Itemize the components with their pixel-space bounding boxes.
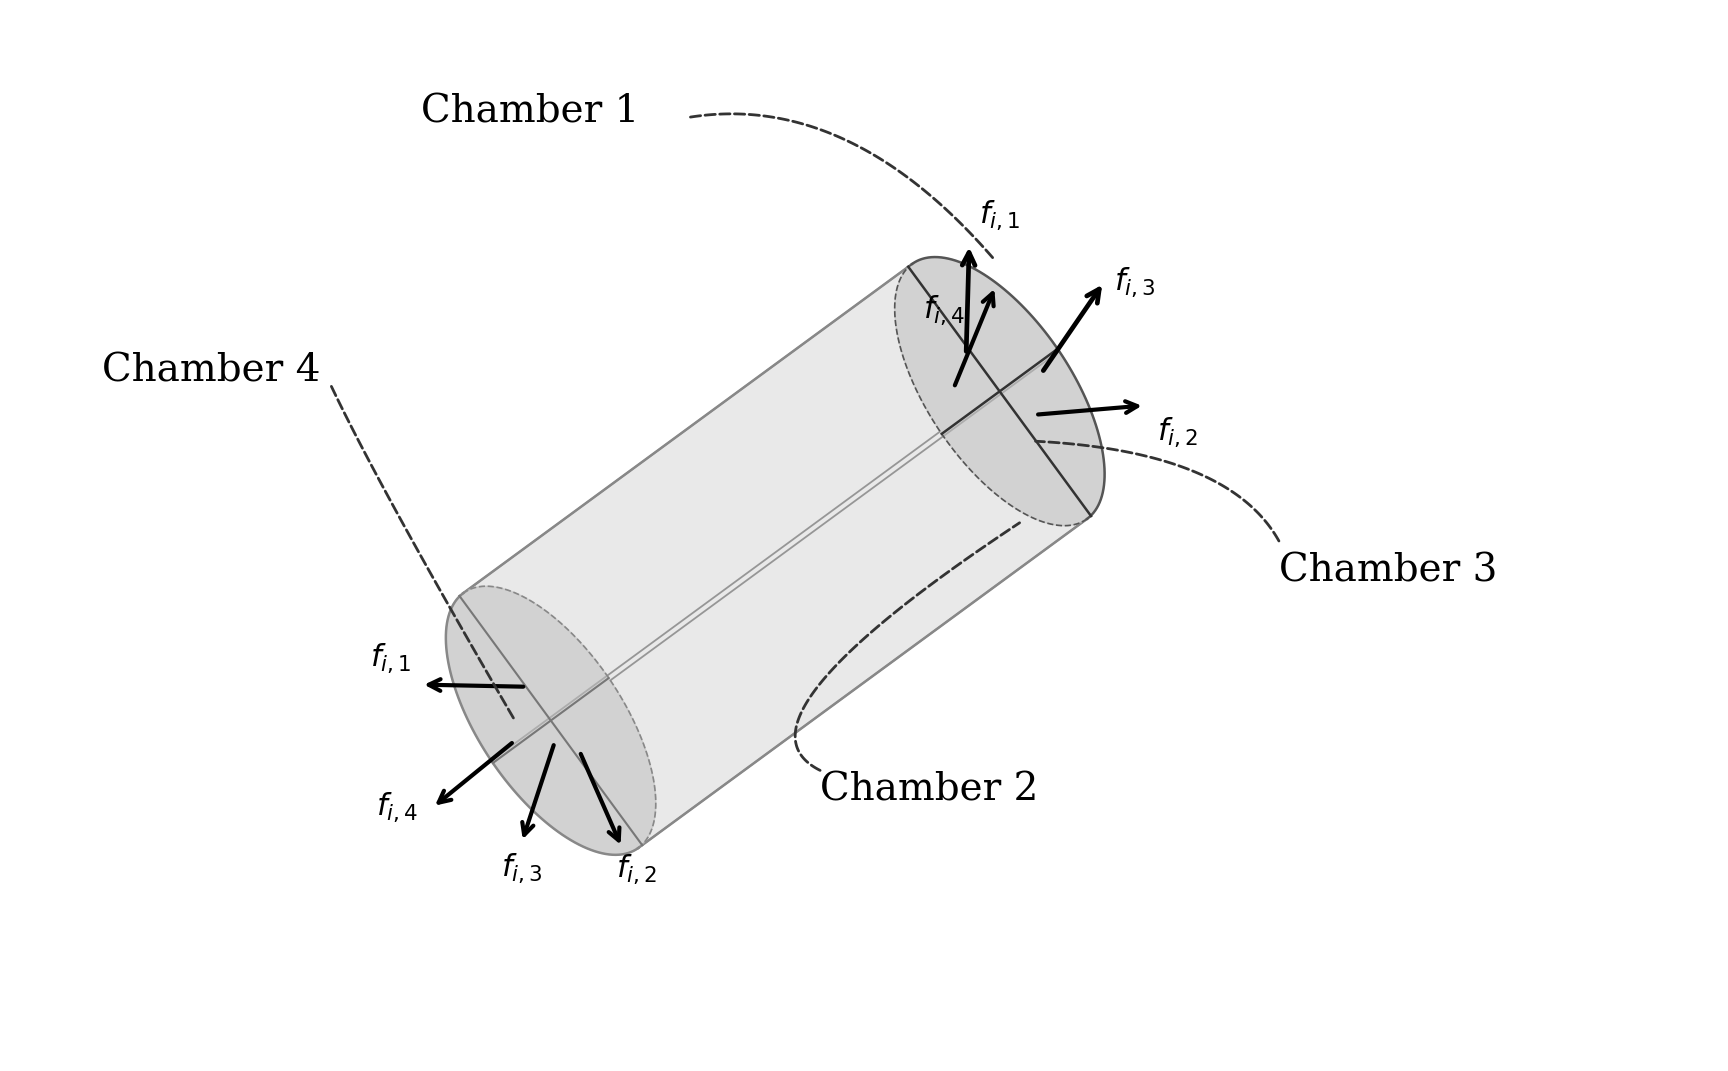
Text: $f_{i,4}$: $f_{i,4}$ bbox=[375, 790, 418, 824]
Text: Chamber 3: Chamber 3 bbox=[1279, 553, 1496, 589]
Text: Chamber 2: Chamber 2 bbox=[821, 772, 1039, 809]
Text: $f_{i,1}$: $f_{i,1}$ bbox=[370, 642, 411, 675]
Polygon shape bbox=[446, 257, 1104, 855]
Polygon shape bbox=[446, 586, 657, 855]
Text: $f_{i,2}$: $f_{i,2}$ bbox=[617, 853, 657, 886]
Text: $f_{i,4}$: $f_{i,4}$ bbox=[923, 293, 964, 327]
Text: $f_{i,3}$: $f_{i,3}$ bbox=[501, 851, 543, 886]
Text: Chamber 4: Chamber 4 bbox=[102, 353, 320, 390]
Text: Chamber 1: Chamber 1 bbox=[422, 93, 639, 131]
Text: $f_{i,2}$: $f_{i,2}$ bbox=[1156, 416, 1198, 449]
Text: $f_{i,3}$: $f_{i,3}$ bbox=[1115, 266, 1156, 299]
Text: $f_{i,1}$: $f_{i,1}$ bbox=[980, 199, 1021, 232]
Polygon shape bbox=[895, 257, 1104, 526]
